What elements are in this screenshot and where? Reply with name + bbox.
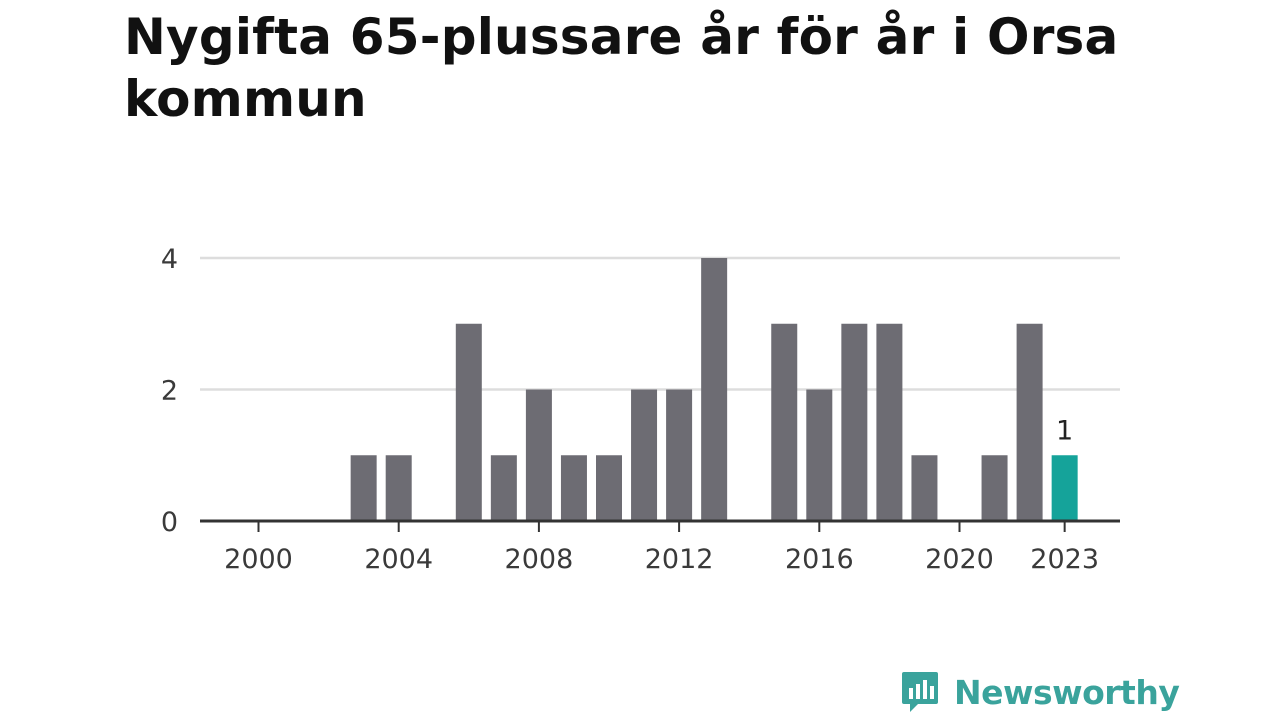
- axes: [200, 519, 1120, 532]
- x-tick-label: 2020: [925, 544, 994, 575]
- newsworthy-logo-icon: [902, 672, 938, 712]
- bar-2010: [596, 455, 622, 521]
- chart-title: Nygifta 65-plussare år för år i Orsa kom…: [124, 8, 1119, 128]
- bar-2011: [631, 389, 658, 521]
- bar-2006: [455, 323, 482, 521]
- bar-2012: [666, 389, 693, 521]
- y-tick-label: 2: [161, 376, 178, 407]
- x-tick-label: 2004: [364, 544, 433, 575]
- bar-2022: [1016, 323, 1043, 521]
- x-tick-label: 2008: [505, 544, 574, 575]
- bar-2013: [701, 258, 728, 521]
- labels: 0 2 4 2000 2004 2008 2012 2016 2020 2023 1: [161, 244, 1099, 575]
- x-tick-label: 2023: [1030, 544, 1099, 575]
- gridlines: [200, 256, 1120, 391]
- x-tick-label: 2012: [645, 544, 714, 575]
- bar-2003: [350, 455, 377, 521]
- brand-logo: Newsworthy: [900, 670, 1180, 714]
- brand-name: Newsworthy: [954, 672, 1180, 712]
- y-tick-label: 0: [161, 507, 178, 538]
- bar-2008: [525, 389, 552, 521]
- y-tick-label: 4: [161, 244, 178, 275]
- bar-2009: [560, 455, 587, 521]
- bar-2019: [911, 455, 938, 521]
- bar-2007: [490, 455, 517, 521]
- bar-2004: [385, 455, 412, 521]
- x-tick-label: 2000: [224, 544, 293, 575]
- bar-2017: [841, 323, 868, 521]
- bars: [350, 258, 1078, 521]
- x-tick-label: 2016: [785, 544, 854, 575]
- bar-2016: [806, 389, 833, 521]
- bar-2023: [1051, 455, 1078, 521]
- bar-2015: [771, 323, 798, 521]
- bar-2021: [981, 455, 1008, 521]
- data-label-2023: 1: [1056, 415, 1073, 446]
- bar-2018: [876, 323, 903, 521]
